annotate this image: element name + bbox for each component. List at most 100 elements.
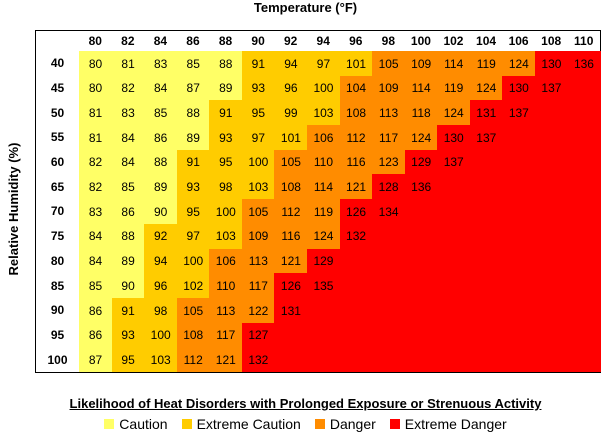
legend-swatch — [314, 419, 325, 429]
cell: 84 — [111, 149, 145, 175]
legend-label: Extreme Caution — [196, 416, 301, 432]
cell: 137 — [437, 149, 471, 175]
column-header: 110 — [574, 34, 594, 48]
cell: 129 — [404, 149, 438, 175]
empty-cell — [404, 273, 438, 299]
cell: 103 — [306, 100, 340, 126]
cell: 112 — [339, 125, 373, 151]
empty-cell — [437, 223, 471, 250]
cell: 131 — [469, 100, 503, 126]
column-header: 104 — [476, 34, 497, 48]
empty-cell — [339, 273, 373, 299]
cell: 117 — [209, 322, 243, 348]
cell: 84 — [111, 125, 145, 151]
empty-cell — [274, 347, 308, 373]
cell: 86 — [79, 322, 113, 348]
cell: 127 — [241, 322, 275, 348]
cell: 85 — [111, 174, 145, 200]
row-header: 90 — [50, 303, 65, 318]
column-header: 82 — [121, 34, 135, 48]
column-header: 88 — [218, 34, 233, 48]
cell: 80 — [79, 51, 113, 77]
cell: 124 — [404, 125, 438, 151]
cell: 91 — [241, 51, 275, 77]
row-header: 55 — [50, 130, 65, 145]
column-header: 92 — [283, 34, 298, 48]
cell: 105 — [241, 199, 275, 225]
cell: 113 — [372, 100, 406, 126]
cell: 131 — [274, 297, 308, 324]
cell: 98 — [209, 174, 243, 200]
cell: 100 — [241, 149, 275, 175]
empty-cell — [469, 149, 503, 175]
empty-cell — [534, 223, 568, 250]
cell: 98 — [144, 297, 178, 324]
empty-cell — [339, 322, 373, 348]
cell: 97 — [306, 51, 340, 77]
cell: 87 — [176, 75, 210, 101]
column-header: 90 — [251, 34, 265, 48]
empty-cell — [567, 100, 601, 126]
empty-cell — [469, 273, 503, 299]
cell: 96 — [274, 75, 308, 101]
empty-cell — [404, 199, 438, 225]
cell: 94 — [274, 51, 308, 77]
row-header: 80 — [50, 253, 65, 268]
cell: 100 — [176, 248, 210, 274]
row-header: 85 — [50, 278, 65, 293]
empty-cell — [404, 223, 438, 250]
empty-cell — [534, 174, 568, 200]
cell: 81 — [111, 51, 145, 77]
cell: 93 — [241, 75, 275, 101]
cell: 93 — [209, 125, 243, 151]
cell: 124 — [437, 100, 471, 126]
empty-cell — [534, 149, 568, 175]
row-header: 60 — [50, 155, 65, 170]
legend-item: Extreme Caution — [181, 415, 301, 433]
cell: 110 — [209, 273, 243, 299]
cell: 132 — [339, 223, 373, 250]
cell: 80 — [79, 75, 113, 101]
legend: Caution Extreme Caution Danger Extreme Dang… — [0, 415, 611, 433]
row-header: 75 — [50, 229, 65, 244]
legend-label: Extreme Danger — [404, 416, 507, 432]
cell: 83 — [79, 199, 113, 225]
column-header: 102 — [443, 34, 464, 48]
empty-cell — [437, 347, 471, 373]
empty-cell — [404, 347, 438, 373]
empty-cell — [567, 248, 601, 274]
cell: 93 — [111, 322, 145, 348]
cell: 105 — [372, 51, 406, 77]
empty-cell — [339, 248, 373, 274]
cell: 130 — [437, 125, 471, 151]
empty-cell — [567, 125, 601, 151]
empty-cell — [437, 297, 471, 324]
cell: 119 — [437, 75, 471, 101]
cell: 110 — [306, 149, 340, 175]
cell: 95 — [176, 199, 210, 225]
cell: 121 — [209, 347, 243, 373]
cell: 109 — [404, 51, 438, 77]
cell: 136 — [567, 51, 601, 77]
empty-cell — [339, 297, 373, 324]
cell: 81 — [79, 100, 113, 126]
cell: 119 — [306, 199, 340, 225]
cell: 82 — [79, 174, 113, 200]
cell: 91 — [111, 297, 145, 324]
cell: 117 — [372, 125, 406, 151]
empty-cell — [404, 297, 438, 324]
empty-cell — [534, 100, 568, 126]
empty-cell — [567, 174, 601, 200]
cell: 109 — [241, 223, 275, 250]
cell: 86 — [111, 199, 145, 225]
cell: 118 — [404, 100, 438, 126]
column-header: 108 — [541, 34, 562, 48]
legend-swatch — [181, 419, 192, 429]
cell: 94 — [144, 248, 178, 274]
empty-cell — [567, 223, 601, 250]
cell: 95 — [241, 100, 275, 126]
cell: 108 — [339, 100, 373, 126]
cell: 121 — [274, 248, 308, 274]
empty-cell — [502, 149, 536, 175]
empty-cell — [534, 199, 568, 225]
